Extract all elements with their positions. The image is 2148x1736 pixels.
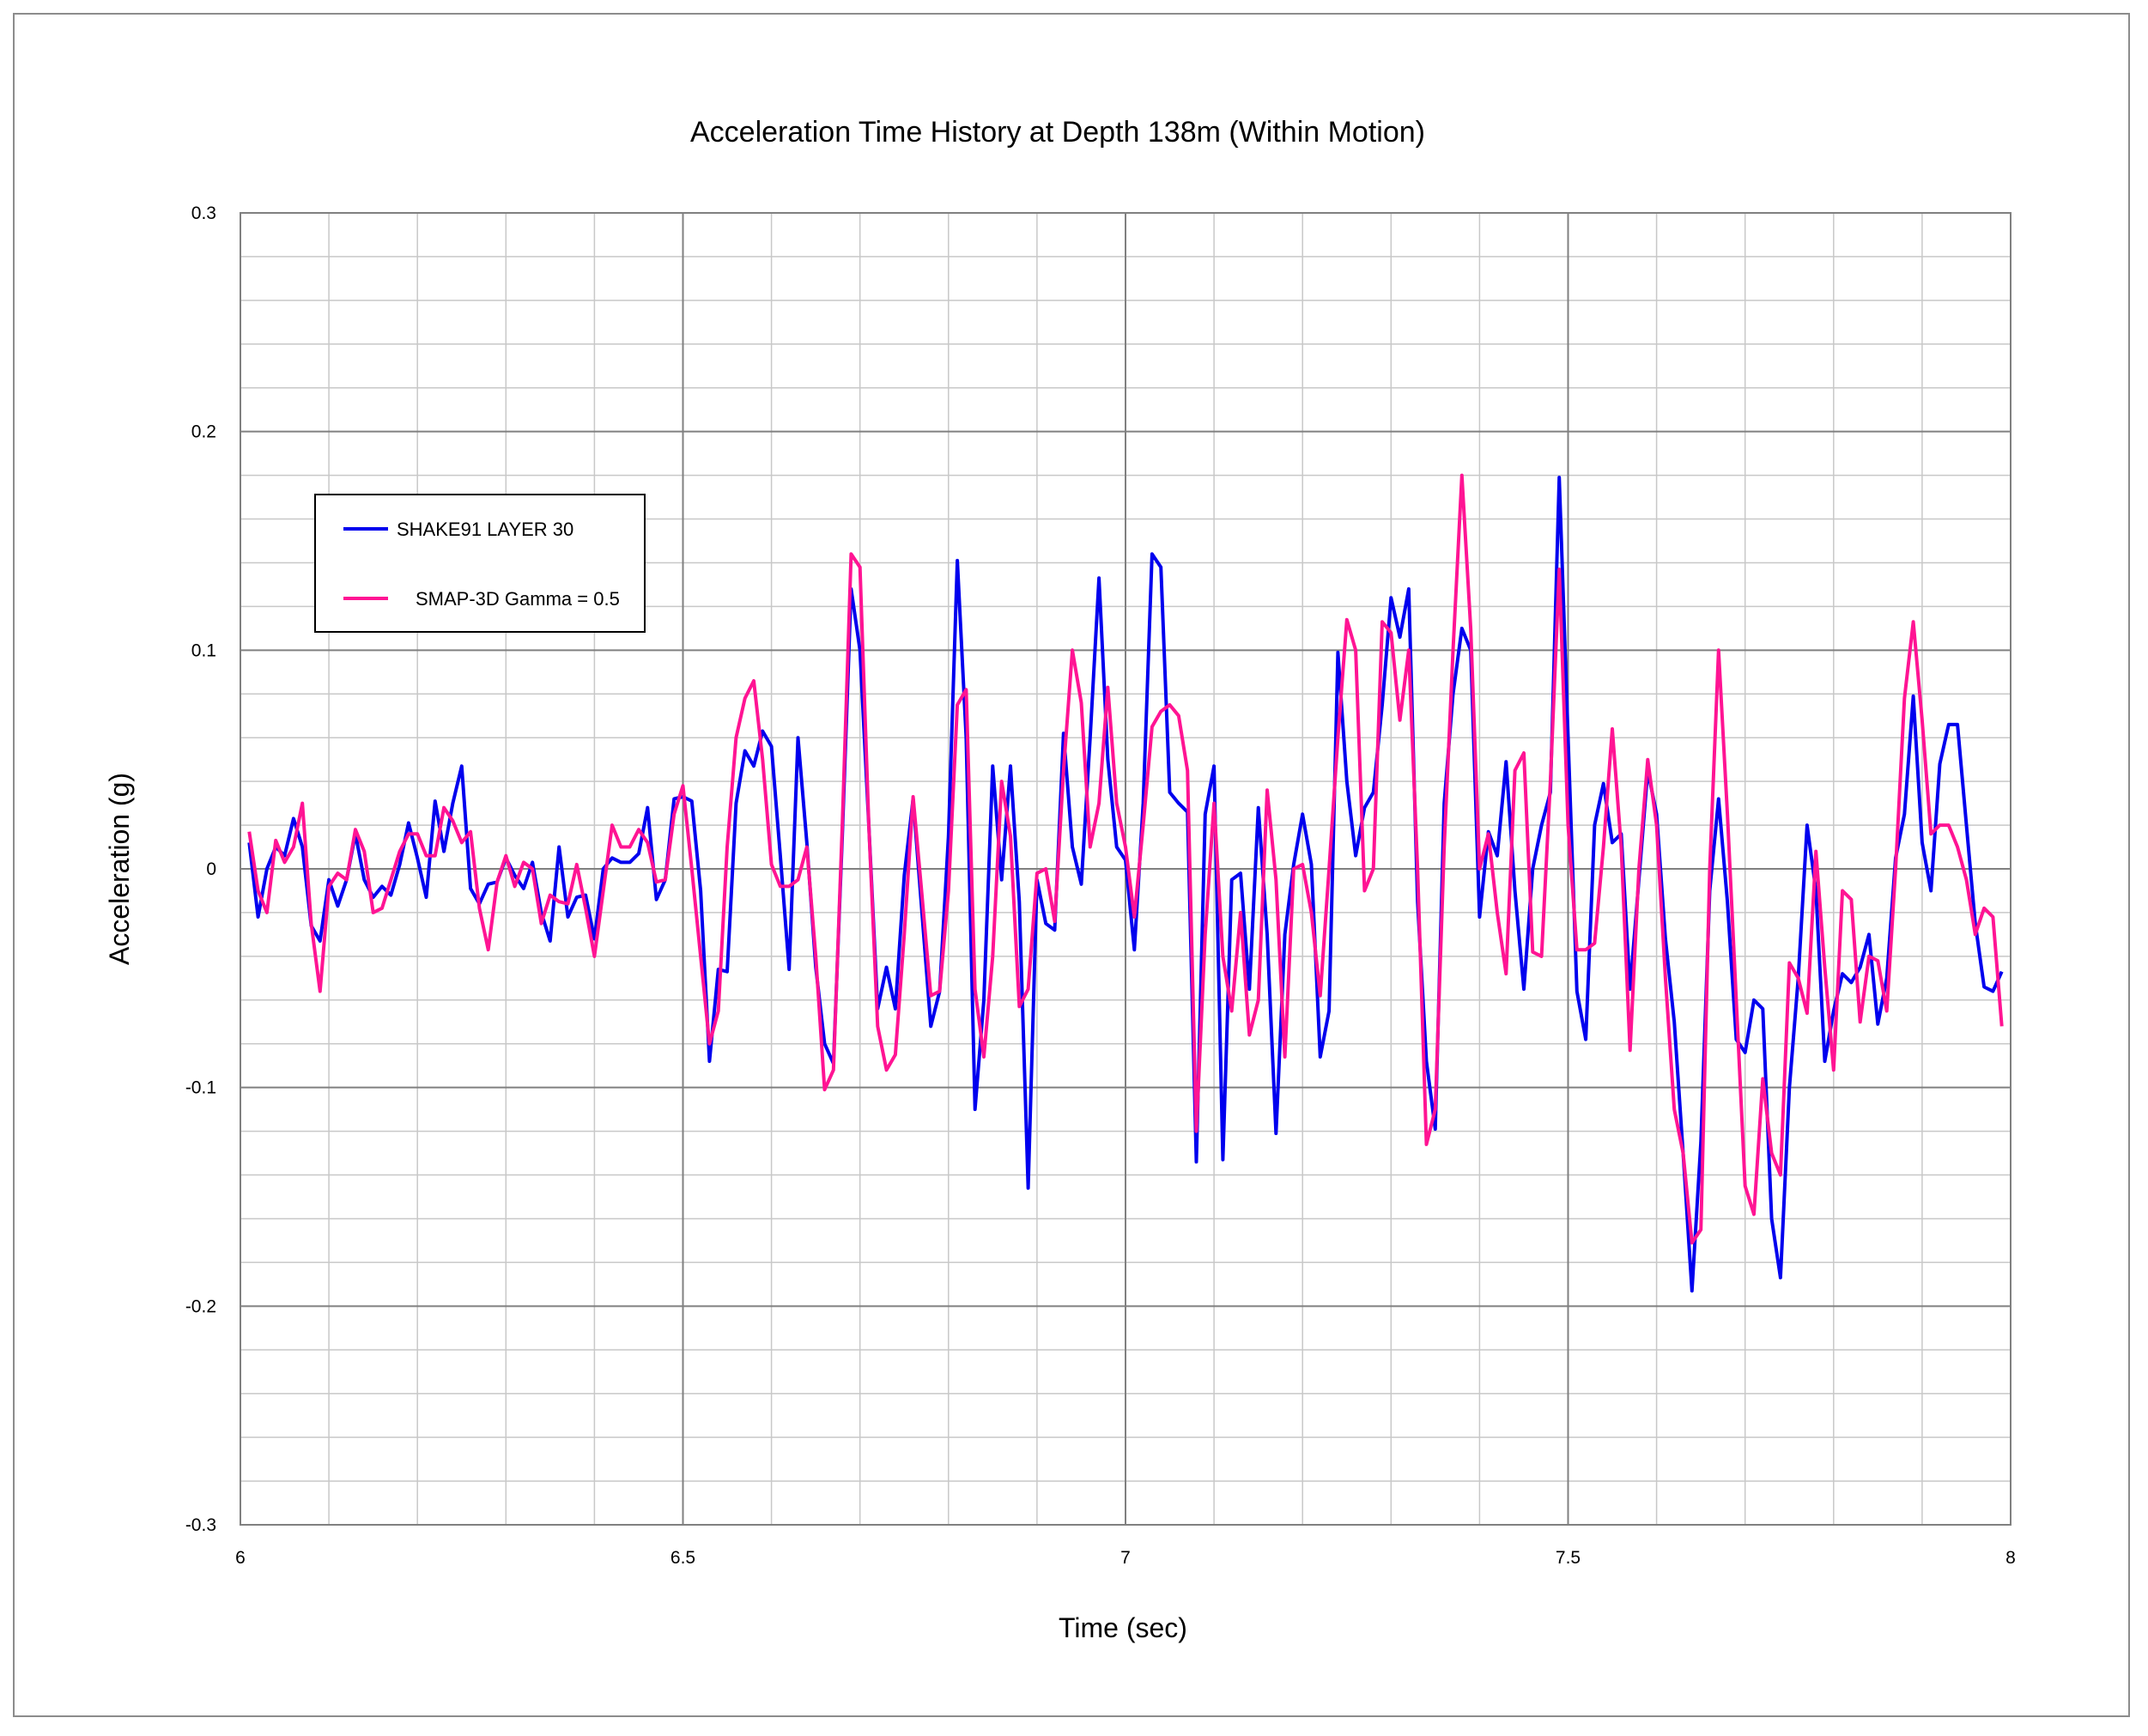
plot-area [240,212,2011,1526]
x-tick-labels: 6 6.5 7 7.5 8 [235,1548,2016,1568]
x-tick-label: 7 [1120,1548,1131,1568]
y-tick-label: 0.3 [191,203,216,223]
y-tick-label: -0.1 [185,1078,216,1098]
chart-title: Acceleration Time History at Depth 138m … [690,116,1425,149]
y-tick-label: -0.3 [185,1515,216,1535]
series-layer [247,473,2004,1293]
y-tick-labels: 0.3 0.2 0.1 0 -0.1 -0.2 -0.3 [185,203,216,1535]
legend: SHAKE91 LAYER 30 SMAP-3D Gamma = 0.5 [314,494,646,633]
legend-box [314,494,646,633]
y-tick-label: 0.1 [191,640,216,660]
x-tick-label: 6 [235,1548,246,1568]
series-line-smap3d [247,473,2004,1245]
x-tick-label: 8 [2005,1548,2016,1568]
y-axis-label: Acceleration (g) [104,773,135,965]
x-tick-label: 7.5 [1556,1548,1581,1568]
y-tick-label: 0 [206,859,216,879]
x-tick-label: 6.5 [670,1548,695,1568]
legend-label-smap3d: SMAP-3D Gamma = 0.5 [416,588,620,610]
legend-label-shake91: SHAKE91 LAYER 30 [397,519,573,540]
y-tick-label: 0.2 [191,422,216,442]
x-axis-label: Time (sec) [1059,1612,1187,1643]
y-tick-label: -0.2 [185,1296,216,1316]
